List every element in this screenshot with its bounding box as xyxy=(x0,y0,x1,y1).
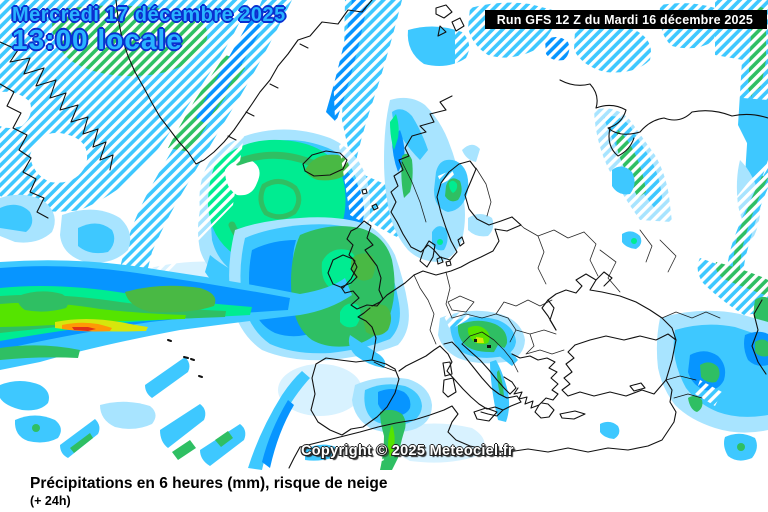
coastlines-layer xyxy=(0,0,768,469)
date-stamp: Mercredi 17 décembre 2025 13:00 locale xyxy=(12,5,286,55)
model-run-label: Run GFS 12 Z du Mardi 16 décembre 2025 xyxy=(484,10,767,29)
map-copyright: Copyright © 2025 Meteociel.fr xyxy=(301,443,514,459)
forecast-date-label: Mercredi 17 décembre 2025 xyxy=(12,4,286,26)
forecast-step-label: (+ 24h) xyxy=(30,494,71,508)
map-canvas: Copyright © 2025 Meteociel.fr xyxy=(0,0,768,470)
weather-map xyxy=(0,0,768,470)
footer-strip: Précipitations en 6 heures (mm), risque … xyxy=(0,470,768,512)
forecast-time-label: 13:00 locale xyxy=(12,24,183,56)
map-title: Précipitations en 6 heures (mm), risque … xyxy=(30,475,388,492)
